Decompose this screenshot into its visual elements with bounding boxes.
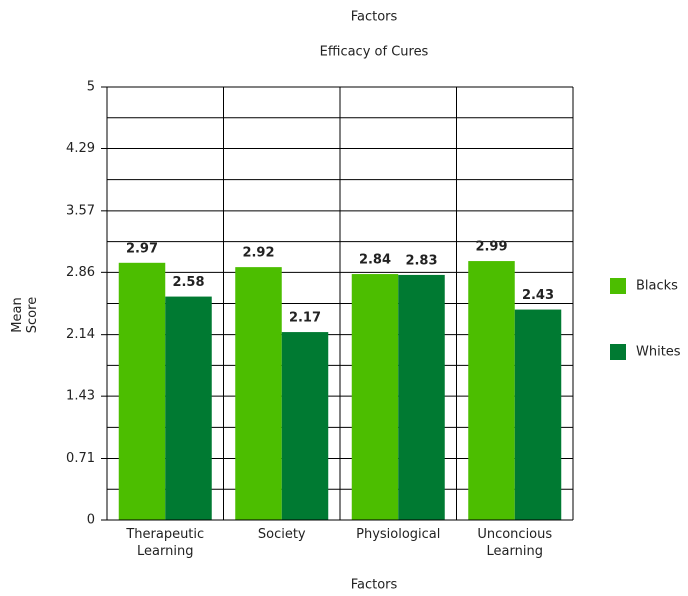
bar xyxy=(235,267,282,520)
x-tick-label: Society xyxy=(257,527,306,542)
y-tick-label: 1.43 xyxy=(66,389,95,404)
value-label: 2.43 xyxy=(522,288,554,303)
x-tick-label: Physiological xyxy=(356,527,441,542)
bar xyxy=(514,309,562,520)
bar xyxy=(468,261,515,520)
y-tick-label: 2.86 xyxy=(66,265,95,280)
chart-subtitle: Efficacy of Cures xyxy=(320,45,429,60)
y-tick-label: 0 xyxy=(87,513,95,528)
chart-title: Factors xyxy=(351,10,398,25)
x-tick-label: Unconcious Learning xyxy=(477,527,553,559)
legend-swatch xyxy=(610,278,626,294)
legend-swatch xyxy=(610,344,626,360)
value-label: 2.92 xyxy=(242,246,274,261)
value-label: 2.58 xyxy=(172,275,204,290)
value-label: 2.97 xyxy=(126,241,158,256)
bar xyxy=(398,274,445,520)
bar xyxy=(118,262,166,520)
y-tick-label: 4.29 xyxy=(66,141,95,156)
x-axis-label: Factors xyxy=(351,578,398,593)
value-label: 2.99 xyxy=(475,240,507,255)
legend-label: Whites xyxy=(636,345,681,360)
y-tick-label: 0.71 xyxy=(66,451,95,466)
y-tick-label: 3.57 xyxy=(66,203,95,218)
bar xyxy=(165,296,212,520)
y-tick-label: 5 xyxy=(87,80,95,95)
y-axis-label: Mean Score xyxy=(10,296,40,334)
x-tick-label: Therapeutic Learning xyxy=(126,527,205,559)
y-tick-label: 2.14 xyxy=(66,327,95,342)
bar xyxy=(281,332,329,520)
bar xyxy=(351,274,399,520)
value-label: 2.83 xyxy=(405,253,437,268)
legend-label: Blacks xyxy=(636,279,678,294)
value-label: 2.84 xyxy=(359,253,391,268)
value-label: 2.17 xyxy=(289,311,321,326)
